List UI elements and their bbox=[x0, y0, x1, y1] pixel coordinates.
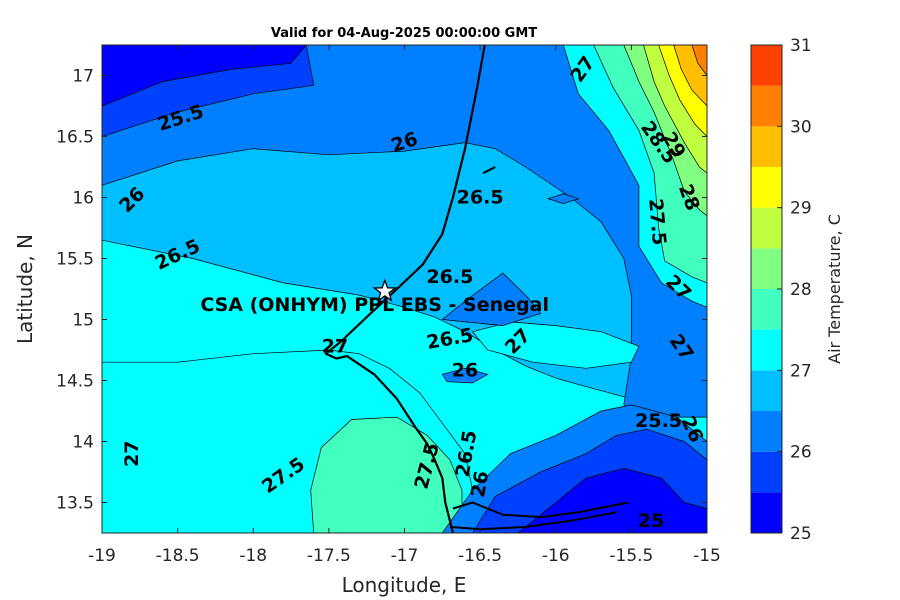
station-label: CSA (ONHYM) PPL EBS - Senegal bbox=[200, 294, 549, 316]
y-tick-label: 15 bbox=[72, 311, 94, 331]
y-tick-label: 17 bbox=[72, 67, 94, 87]
contour-label: 25.5 bbox=[635, 410, 682, 432]
y-tick-label: 13.5 bbox=[56, 494, 94, 514]
x-tick-label: -17 bbox=[391, 546, 419, 566]
axes: -19 -18.5 -18 -17.5 -17 -16.5 -16 -15.5 -15 13.5 1… bbox=[56, 45, 721, 566]
contour-label: 26 bbox=[467, 469, 493, 499]
colorbar-swatch bbox=[751, 329, 782, 371]
colorbar-swatch bbox=[751, 167, 782, 208]
x-tick-label: -16 bbox=[542, 546, 570, 566]
x-tick-label: -17.5 bbox=[307, 546, 351, 566]
colorbar-swatch bbox=[751, 411, 782, 452]
contour-label: 26 bbox=[452, 360, 478, 382]
y-tick-label: 15.5 bbox=[56, 250, 94, 270]
colorbar-tick-label: 29 bbox=[790, 199, 812, 219]
x-tick-label: -16.5 bbox=[458, 546, 502, 566]
x-tick-label: -15 bbox=[693, 546, 721, 566]
contour-region-12 bbox=[517, 467, 707, 533]
colorbar-swatch bbox=[751, 289, 782, 330]
contour-region-6 bbox=[471, 321, 640, 369]
coastline-1 bbox=[452, 501, 629, 519]
x-tick-label: -18 bbox=[239, 546, 267, 566]
colorbar-tick-label: 30 bbox=[790, 117, 812, 137]
colorbar-tick-label: 26 bbox=[790, 443, 812, 463]
colorbar-tick-label: 31 bbox=[790, 36, 812, 56]
colorbar-tick-label: 28 bbox=[790, 280, 812, 300]
colorbar-tick-label: 27 bbox=[790, 361, 812, 381]
y-tick-label: 14.5 bbox=[56, 372, 94, 392]
colorbar: 25 26 27 28 29 30 31 bbox=[750, 36, 812, 544]
colorbar-swatch bbox=[751, 85, 782, 127]
colorbar-swatch bbox=[751, 370, 782, 411]
contour-region-7 bbox=[441, 272, 542, 326]
contour-region-19 bbox=[691, 45, 707, 77]
contour-region-8 bbox=[441, 367, 489, 384]
colorbar-label: Air Temperature, C bbox=[825, 214, 844, 364]
x-tick-label: -19 bbox=[88, 546, 116, 566]
contour-label: 27 bbox=[322, 335, 348, 357]
colorbar-swatch bbox=[751, 451, 782, 493]
coastline-0 bbox=[324, 45, 486, 533]
contour-region-1 bbox=[102, 45, 707, 418]
contour-region-9 bbox=[547, 193, 580, 204]
colorbar-swatch bbox=[751, 126, 782, 167]
y-tick-label: 16.5 bbox=[56, 128, 94, 148]
contour-label: 26.5 bbox=[457, 187, 504, 209]
colorbar-swatch bbox=[751, 45, 782, 86]
y-tick-label: 14 bbox=[72, 433, 94, 453]
colorbar-swatch bbox=[751, 248, 782, 289]
coastline-2 bbox=[449, 511, 617, 531]
y-axis-label: Latitude, N bbox=[13, 234, 37, 344]
colorbar-swatch bbox=[751, 207, 782, 249]
plot-area bbox=[102, 45, 707, 533]
y-tick-label: 16 bbox=[72, 189, 94, 209]
x-tick-label: -15.5 bbox=[609, 546, 653, 566]
x-tick-label: -18.5 bbox=[156, 546, 200, 566]
contour-label: 27 bbox=[121, 440, 143, 466]
x-axis-label: Longitude, E bbox=[342, 573, 467, 597]
contour-region-3 bbox=[102, 45, 307, 107]
contour-label: 27.5 bbox=[644, 198, 670, 247]
contour-label: 25 bbox=[638, 510, 664, 532]
colorbar-swatch bbox=[751, 492, 782, 533]
chart-title: Valid for 04-Aug-2025 00:00:00 GMT bbox=[271, 26, 537, 41]
contour-label: 26.5 bbox=[426, 266, 473, 288]
colorbar-tick-label: 25 bbox=[790, 524, 812, 544]
coastline-3 bbox=[482, 166, 496, 174]
station-star-icon bbox=[372, 278, 398, 302]
